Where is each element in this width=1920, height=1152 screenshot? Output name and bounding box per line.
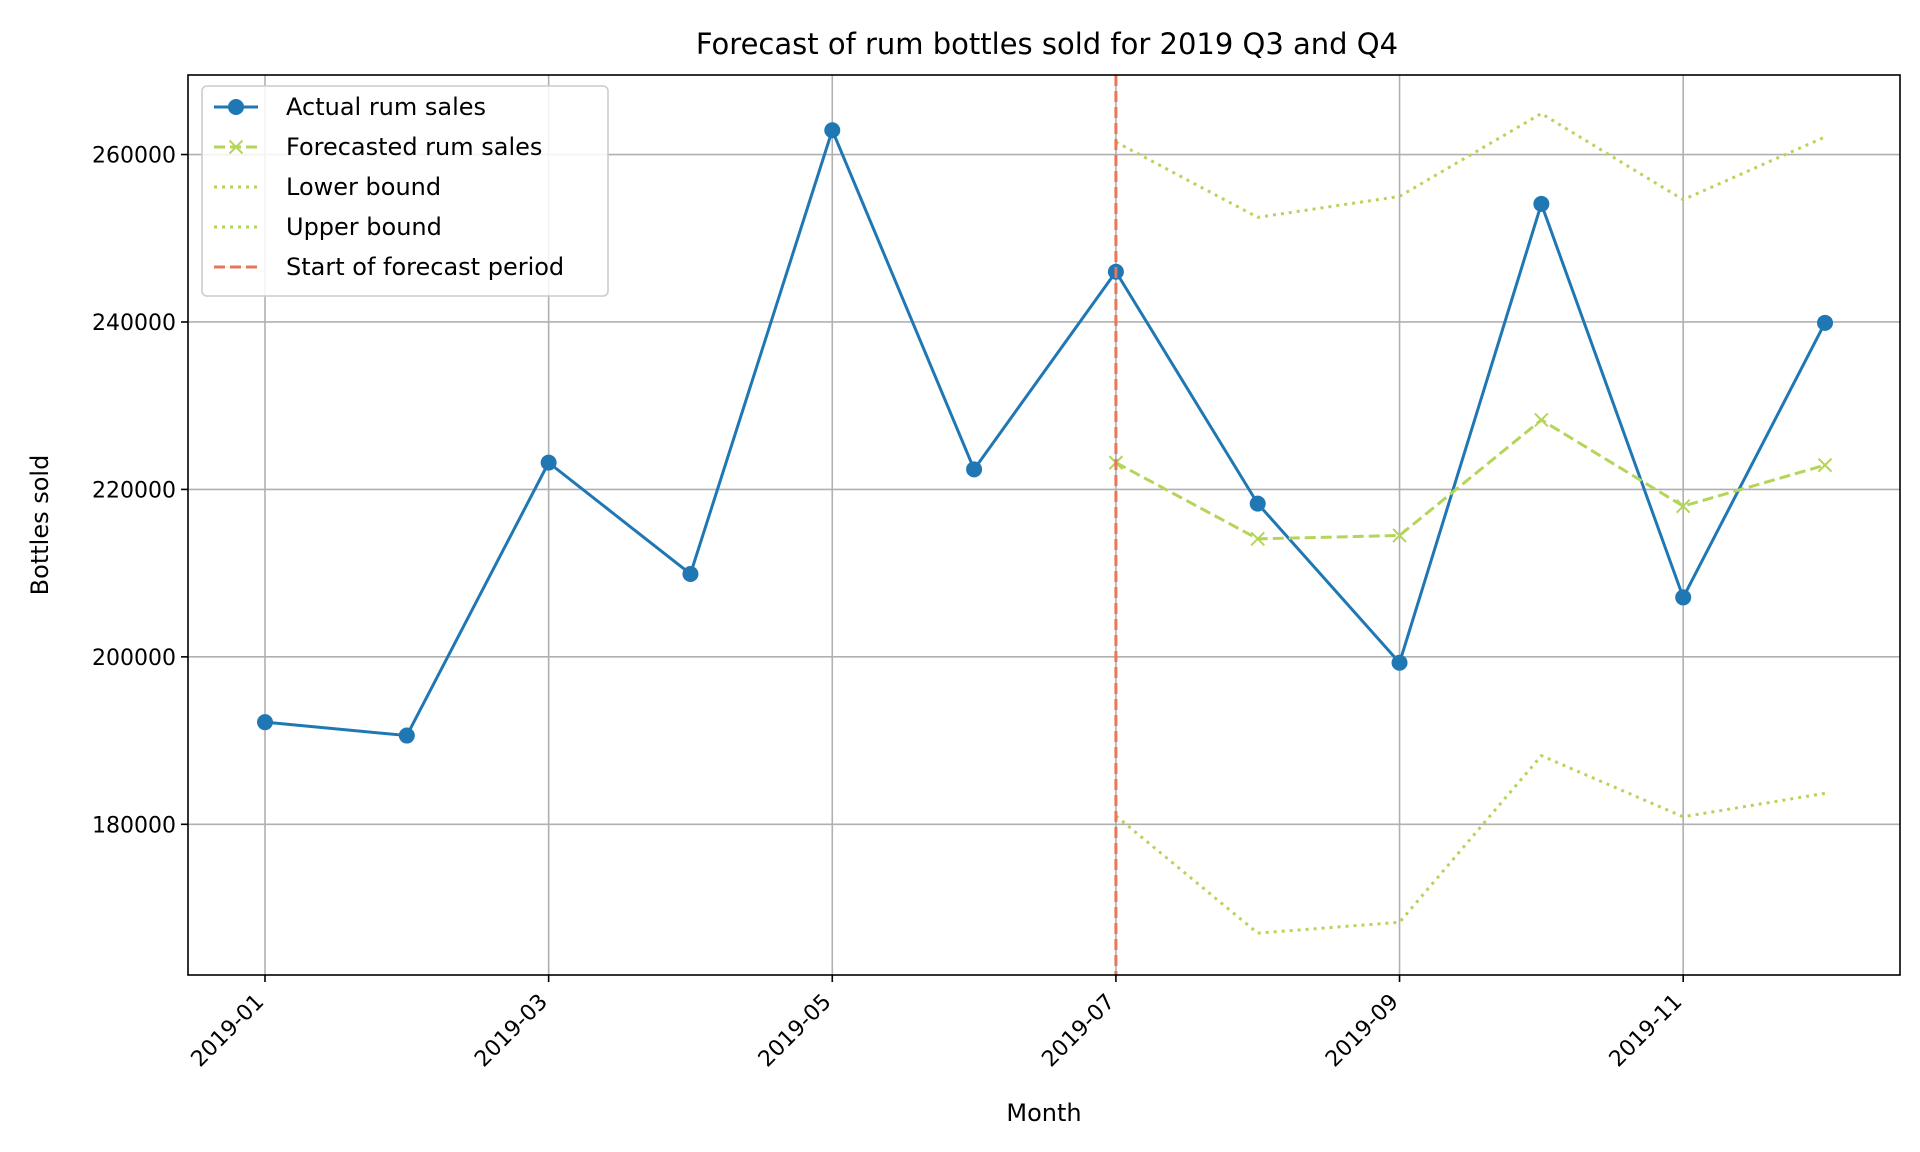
y-axis-title: Bottles sold bbox=[26, 455, 54, 596]
y-tick-label: 260000 bbox=[92, 144, 176, 169]
marker-stroke bbox=[1534, 412, 1549, 428]
plot-area-frame bbox=[187, 74, 1901, 976]
actual-rum-sales-point bbox=[1533, 195, 1550, 212]
legend: Actual rum sales Forecasted rum sales Lowe… bbox=[201, 85, 609, 297]
legend-marker bbox=[228, 99, 244, 115]
marker-stroke bbox=[1392, 528, 1407, 543]
lower-bound-line bbox=[1114, 754, 1826, 935]
actual-rum-sales-point bbox=[1817, 314, 1833, 331]
chart-title: Forecast of rum bottles sold for 2019 Q3… bbox=[696, 27, 1398, 61]
actual-rum-sales-point bbox=[398, 727, 415, 744]
marker-stroke bbox=[1675, 498, 1691, 514]
forecasted-rum-sales-marker bbox=[1817, 457, 1833, 473]
legend-label: Actual rum sales bbox=[286, 93, 486, 121]
actual-rum-sales-point bbox=[540, 454, 557, 471]
legend-label: Lower bound bbox=[286, 173, 441, 201]
forecasted-rum-sales-marker bbox=[1534, 412, 1549, 428]
x-tick-label: 2019-09 bbox=[1321, 990, 1404, 1073]
y-tick-label: 240000 bbox=[92, 311, 176, 336]
forecasted-rum-sales-marker bbox=[1675, 498, 1691, 514]
actual-rum-sales-point bbox=[1249, 495, 1266, 512]
x-tick-label: 2019-01 bbox=[187, 990, 270, 1073]
legend-label: Start of forecast period bbox=[286, 253, 564, 281]
y-tick-label: 220000 bbox=[92, 478, 176, 503]
actual-rum-sales-point bbox=[824, 122, 841, 139]
legend-box bbox=[201, 85, 609, 297]
x-tick-label: 2019-07 bbox=[1037, 990, 1120, 1073]
series-layer bbox=[257, 75, 1833, 975]
y-tick-label: 200000 bbox=[92, 646, 176, 671]
actual-rum-sales-point bbox=[682, 565, 699, 582]
legend-label: Upper bound bbox=[286, 213, 442, 241]
marker-stroke bbox=[1250, 531, 1265, 547]
forecasted-rum-sales-marker bbox=[1392, 528, 1407, 543]
marker-stroke bbox=[1817, 457, 1833, 473]
actual-rum-sales-point bbox=[257, 714, 273, 731]
legend-label: Forecasted rum sales bbox=[286, 133, 542, 161]
x-tick-label: 2019-11 bbox=[1605, 990, 1688, 1073]
legend-marker bbox=[228, 139, 244, 155]
forecasted-rum-sales-marker bbox=[1250, 531, 1265, 547]
x-tick-label: 2019-03 bbox=[470, 990, 553, 1073]
x-axis-title: Month bbox=[1006, 1099, 1081, 1127]
y-tick-label: 180000 bbox=[92, 813, 176, 838]
forecasted-rum-sales-line bbox=[1115, 418, 1826, 541]
upper-bound-line bbox=[1115, 112, 1826, 219]
x-tick-label: 2019-05 bbox=[754, 990, 837, 1073]
actual-rum-sales-point bbox=[1391, 654, 1408, 671]
actual-rum-sales-line bbox=[264, 128, 1827, 738]
actual-rum-sales-point bbox=[1675, 589, 1692, 606]
actual-rum-sales-point bbox=[966, 461, 983, 478]
